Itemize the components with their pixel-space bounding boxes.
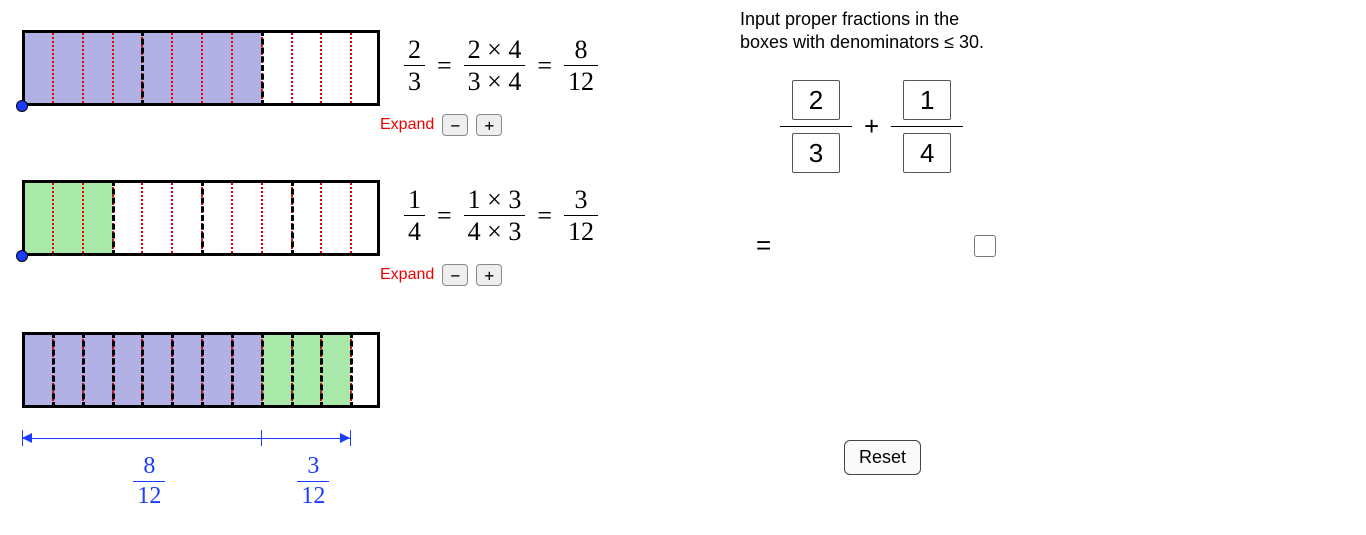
visualization-panel: 23 = 2 × 43 × 4 = 812 Expand − + 14 = 1 … [0, 0, 700, 535]
eq1-c-num: 8 [571, 36, 592, 65]
equals-sign: = [537, 201, 552, 231]
plus-sign: + [864, 111, 879, 142]
dimension-fraction: 312 [297, 454, 329, 509]
numerator-input-2[interactable]: 1 [903, 80, 951, 120]
expand-controls-1: Expand − + [380, 114, 502, 136]
eq2-b-den: 4 × 3 [464, 215, 526, 245]
fraction-bar-sum [22, 332, 380, 408]
expand-minus-button[interactable]: − [442, 264, 468, 286]
equals-sign: = [537, 51, 552, 81]
eq1-a-den: 3 [404, 65, 425, 95]
equation-1: 23 = 2 × 43 × 4 = 812 [398, 36, 604, 96]
eq1-a-num: 2 [404, 36, 425, 65]
fraction-input-row: 2 3 + 1 4 [780, 80, 963, 173]
expand-label: Expand [380, 266, 434, 284]
reset-button[interactable]: Reset [844, 440, 921, 475]
equation-2: 14 = 1 × 34 × 3 = 312 [398, 186, 604, 246]
expand-label: Expand [380, 116, 434, 134]
denominator-input-1[interactable]: 3 [792, 133, 840, 173]
eq2-a-den: 4 [404, 215, 425, 245]
answer-checkbox[interactable] [974, 235, 996, 257]
equals-sign: = [756, 230, 771, 261]
expand-plus-button[interactable]: + [476, 264, 502, 286]
eq1-c-den: 12 [564, 65, 598, 95]
result-row: = [756, 230, 996, 261]
instructions-line-2: boxes with denominators ≤ 30. [740, 31, 984, 54]
eq2-b-num: 1 × 3 [464, 186, 526, 215]
expand-controls-2: Expand − + [380, 264, 502, 286]
fraction-bar-1 [22, 30, 380, 106]
expand-minus-button[interactable]: − [442, 114, 468, 136]
drag-handle-1[interactable] [16, 100, 28, 112]
fraction-bar-2 [22, 180, 380, 256]
denominator-input-2[interactable]: 4 [903, 133, 951, 173]
eq2-c-num: 3 [571, 186, 592, 215]
fraction-input-1: 2 3 [780, 80, 852, 173]
numerator-input-1[interactable]: 2 [792, 80, 840, 120]
instructions-line-1: Input proper fractions in the [740, 8, 984, 31]
input-panel: Input proper fractions in the boxes with… [740, 0, 1366, 535]
equals-sign: = [437, 201, 452, 231]
eq2-c-den: 12 [564, 215, 598, 245]
equals-sign: = [437, 51, 452, 81]
instructions: Input proper fractions in the boxes with… [740, 8, 984, 55]
expand-plus-button[interactable]: + [476, 114, 502, 136]
fraction-input-2: 1 4 [891, 80, 963, 173]
fraction-line [891, 126, 963, 127]
eq1-b-den: 3 × 4 [464, 65, 526, 95]
eq1-b-num: 2 × 4 [464, 36, 526, 65]
eq2-a-num: 1 [404, 186, 425, 215]
fraction-line [780, 126, 852, 127]
dimension-fraction: 812 [133, 454, 165, 509]
drag-handle-2[interactable] [16, 250, 28, 262]
